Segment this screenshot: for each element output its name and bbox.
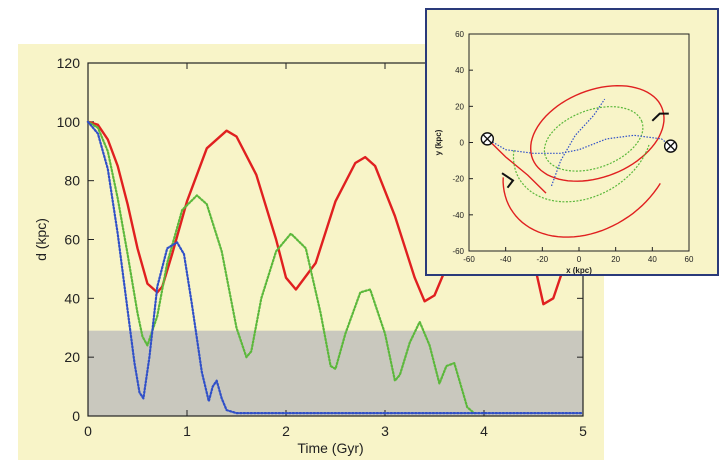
x-tick-label: 1: [183, 423, 191, 439]
blue-distance-line: [86, 120, 585, 415]
x-tick-label: 3: [381, 423, 389, 439]
inset-direction-arrow-icon: [651, 112, 669, 122]
inset-direction-arrow-icon: [501, 172, 515, 189]
inset-x-tick-label: 20: [611, 255, 620, 264]
circled-x-stroke: [482, 134, 493, 144]
circled-x-marker-icon: [663, 139, 678, 153]
inset-y-tick-label: 60: [455, 30, 464, 39]
inset-y-axis-title: y (kpc): [434, 129, 443, 155]
y-axis-title: d (kpc): [33, 218, 49, 261]
capture-zone-band: [88, 330, 583, 416]
inset-red-track: [486, 138, 547, 194]
inset-y-tick-label: -40: [452, 211, 464, 220]
y-tick-label: 100: [57, 114, 81, 130]
inset-x-tick-label: -60: [463, 255, 475, 264]
x-tick-label: 4: [480, 423, 488, 439]
inset-orbit-panel: 60 40 20 0 -20 -40 -60-60 -40 -20 0 20 40 60 x (kpc) y…: [425, 8, 719, 276]
x-tick-label: 2: [282, 423, 290, 439]
inset-x-tick-label: 40: [648, 255, 657, 264]
x-tick-label: 0: [84, 423, 92, 439]
inset-x-tick-label: -40: [500, 255, 512, 264]
y-tick-label: 0: [72, 408, 80, 424]
inset-green-orbit-arc: [512, 144, 650, 203]
inset-x-tick-label: 0: [577, 255, 582, 264]
x-axis-title: Time (Gyr): [297, 440, 363, 456]
x-tick-label: 5: [579, 423, 587, 439]
inset-red-orbit-arc: [502, 177, 661, 238]
inset-y-tick-label: 0: [460, 139, 465, 148]
inset-y-tick-label: -60: [452, 247, 464, 256]
y-tick-label: 40: [64, 290, 80, 306]
circled-x-stroke: [665, 141, 676, 151]
inset-y-tick-label: 20: [455, 102, 464, 111]
inset-green-orbit: [543, 106, 644, 172]
inset-y-tick-label: -20: [452, 175, 464, 184]
y-tick-label: 20: [64, 349, 80, 365]
inset-x-axis-title: x (kpc): [566, 266, 592, 275]
y-tick-label: 60: [64, 232, 80, 248]
inset-y-tick-label: 40: [455, 66, 464, 75]
y-tick-label: 120: [57, 55, 81, 71]
inset-blue-track: [486, 134, 672, 154]
circled-x-marker-icon: [480, 132, 495, 146]
green-distance-line: [86, 120, 476, 415]
inset-x-tick-label: -20: [537, 255, 549, 264]
y-tick-label: 80: [64, 173, 80, 189]
inset-x-tick-label: 60: [685, 255, 694, 264]
